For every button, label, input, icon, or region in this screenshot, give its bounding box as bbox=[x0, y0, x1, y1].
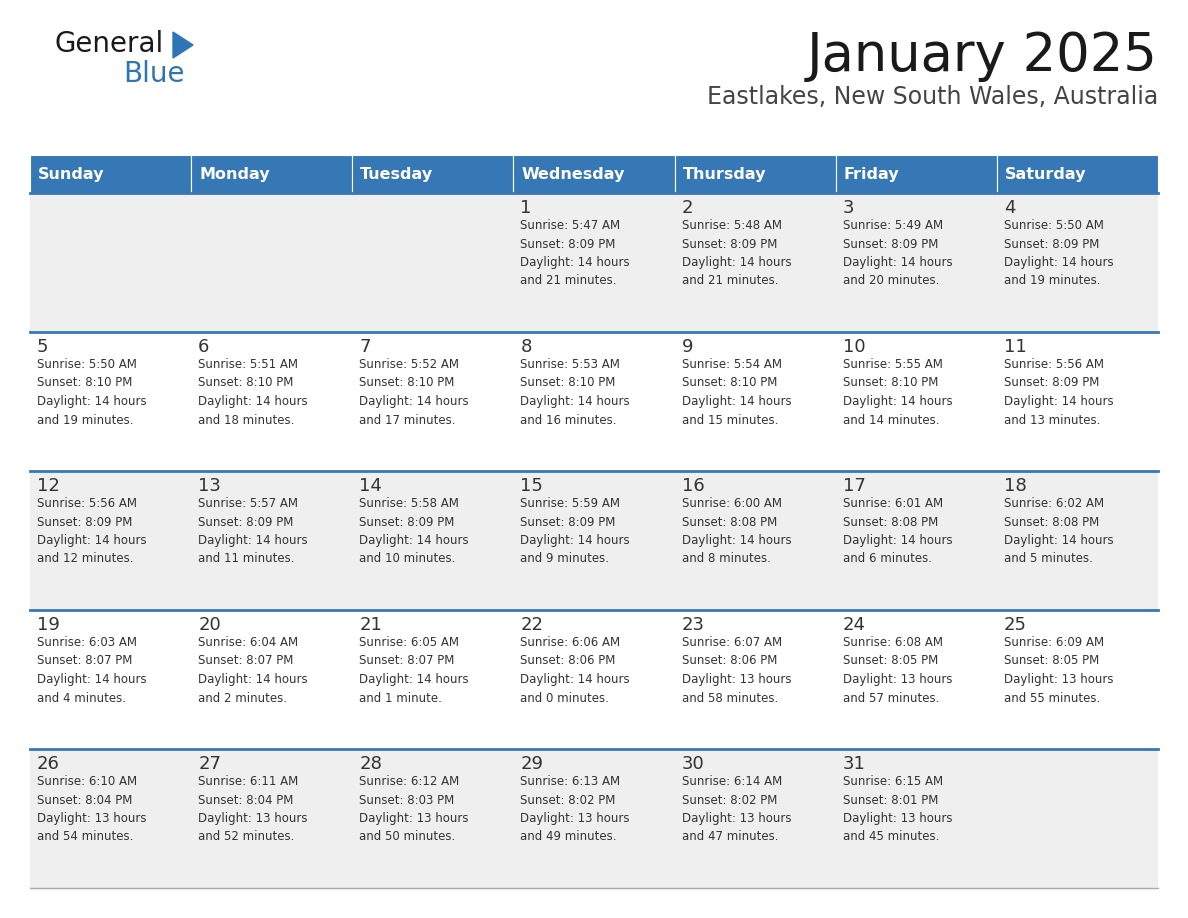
Text: 12: 12 bbox=[37, 477, 59, 495]
Text: 26: 26 bbox=[37, 755, 59, 773]
Text: 15: 15 bbox=[520, 477, 543, 495]
Text: Monday: Monday bbox=[200, 166, 270, 182]
Bar bbox=[191, 155, 353, 193]
Text: Sunrise: 6:01 AM
Sunset: 8:08 PM
Daylight: 14 hours
and 6 minutes.: Sunrise: 6:01 AM Sunset: 8:08 PM Dayligh… bbox=[842, 497, 953, 565]
Text: January 2025: January 2025 bbox=[807, 30, 1158, 82]
Text: Sunday: Sunday bbox=[38, 166, 105, 182]
Text: 4: 4 bbox=[1004, 199, 1016, 217]
Text: 6: 6 bbox=[198, 338, 209, 356]
Text: 7: 7 bbox=[359, 338, 371, 356]
Text: Sunrise: 5:54 AM
Sunset: 8:10 PM
Daylight: 14 hours
and 15 minutes.: Sunrise: 5:54 AM Sunset: 8:10 PM Dayligh… bbox=[682, 358, 791, 427]
Bar bbox=[30, 749, 1158, 888]
Text: 28: 28 bbox=[359, 755, 383, 773]
Text: Sunrise: 5:52 AM
Sunset: 8:10 PM
Daylight: 14 hours
and 17 minutes.: Sunrise: 5:52 AM Sunset: 8:10 PM Dayligh… bbox=[359, 358, 469, 427]
Text: Sunrise: 5:48 AM
Sunset: 8:09 PM
Daylight: 14 hours
and 21 minutes.: Sunrise: 5:48 AM Sunset: 8:09 PM Dayligh… bbox=[682, 219, 791, 287]
Text: Sunrise: 5:50 AM
Sunset: 8:10 PM
Daylight: 14 hours
and 19 minutes.: Sunrise: 5:50 AM Sunset: 8:10 PM Dayligh… bbox=[37, 358, 146, 427]
Text: Sunrise: 5:57 AM
Sunset: 8:09 PM
Daylight: 14 hours
and 11 minutes.: Sunrise: 5:57 AM Sunset: 8:09 PM Dayligh… bbox=[198, 497, 308, 565]
Text: Sunrise: 6:15 AM
Sunset: 8:01 PM
Daylight: 13 hours
and 45 minutes.: Sunrise: 6:15 AM Sunset: 8:01 PM Dayligh… bbox=[842, 775, 953, 844]
Text: Sunrise: 5:56 AM
Sunset: 8:09 PM
Daylight: 14 hours
and 13 minutes.: Sunrise: 5:56 AM Sunset: 8:09 PM Dayligh… bbox=[1004, 358, 1113, 427]
Polygon shape bbox=[173, 32, 192, 58]
Text: 23: 23 bbox=[682, 616, 704, 634]
Text: Sunrise: 5:59 AM
Sunset: 8:09 PM
Daylight: 14 hours
and 9 minutes.: Sunrise: 5:59 AM Sunset: 8:09 PM Dayligh… bbox=[520, 497, 630, 565]
Text: Sunrise: 6:00 AM
Sunset: 8:08 PM
Daylight: 14 hours
and 8 minutes.: Sunrise: 6:00 AM Sunset: 8:08 PM Dayligh… bbox=[682, 497, 791, 565]
Text: Friday: Friday bbox=[843, 166, 899, 182]
Bar bbox=[30, 155, 191, 193]
Text: Sunrise: 5:55 AM
Sunset: 8:10 PM
Daylight: 14 hours
and 14 minutes.: Sunrise: 5:55 AM Sunset: 8:10 PM Dayligh… bbox=[842, 358, 953, 427]
Bar bbox=[513, 155, 675, 193]
Text: General: General bbox=[55, 30, 164, 58]
Bar bbox=[353, 155, 513, 193]
Text: 2: 2 bbox=[682, 199, 693, 217]
Text: Blue: Blue bbox=[124, 60, 184, 88]
Text: 25: 25 bbox=[1004, 616, 1026, 634]
Text: Saturday: Saturday bbox=[1005, 166, 1086, 182]
Text: Sunrise: 6:04 AM
Sunset: 8:07 PM
Daylight: 14 hours
and 2 minutes.: Sunrise: 6:04 AM Sunset: 8:07 PM Dayligh… bbox=[198, 636, 308, 704]
Bar bbox=[997, 155, 1158, 193]
Text: Sunrise: 5:56 AM
Sunset: 8:09 PM
Daylight: 14 hours
and 12 minutes.: Sunrise: 5:56 AM Sunset: 8:09 PM Dayligh… bbox=[37, 497, 146, 565]
Text: 31: 31 bbox=[842, 755, 866, 773]
Text: 10: 10 bbox=[842, 338, 865, 356]
Bar bbox=[675, 155, 835, 193]
Text: Sunrise: 5:50 AM
Sunset: 8:09 PM
Daylight: 14 hours
and 19 minutes.: Sunrise: 5:50 AM Sunset: 8:09 PM Dayligh… bbox=[1004, 219, 1113, 287]
Text: 18: 18 bbox=[1004, 477, 1026, 495]
Text: Sunrise: 6:12 AM
Sunset: 8:03 PM
Daylight: 13 hours
and 50 minutes.: Sunrise: 6:12 AM Sunset: 8:03 PM Dayligh… bbox=[359, 775, 469, 844]
Text: 1: 1 bbox=[520, 199, 532, 217]
Text: Sunrise: 6:08 AM
Sunset: 8:05 PM
Daylight: 13 hours
and 57 minutes.: Sunrise: 6:08 AM Sunset: 8:05 PM Dayligh… bbox=[842, 636, 953, 704]
Text: Eastlakes, New South Wales, Australia: Eastlakes, New South Wales, Australia bbox=[707, 85, 1158, 109]
Text: 30: 30 bbox=[682, 755, 704, 773]
Text: 5: 5 bbox=[37, 338, 49, 356]
Text: Sunrise: 6:13 AM
Sunset: 8:02 PM
Daylight: 13 hours
and 49 minutes.: Sunrise: 6:13 AM Sunset: 8:02 PM Dayligh… bbox=[520, 775, 630, 844]
Text: Sunrise: 6:07 AM
Sunset: 8:06 PM
Daylight: 13 hours
and 58 minutes.: Sunrise: 6:07 AM Sunset: 8:06 PM Dayligh… bbox=[682, 636, 791, 704]
Text: Sunrise: 6:10 AM
Sunset: 8:04 PM
Daylight: 13 hours
and 54 minutes.: Sunrise: 6:10 AM Sunset: 8:04 PM Dayligh… bbox=[37, 775, 146, 844]
Text: 27: 27 bbox=[198, 755, 221, 773]
Text: 29: 29 bbox=[520, 755, 543, 773]
Bar bbox=[30, 193, 1158, 332]
Text: 22: 22 bbox=[520, 616, 543, 634]
Text: Sunrise: 6:09 AM
Sunset: 8:05 PM
Daylight: 13 hours
and 55 minutes.: Sunrise: 6:09 AM Sunset: 8:05 PM Dayligh… bbox=[1004, 636, 1113, 704]
Text: Sunrise: 5:53 AM
Sunset: 8:10 PM
Daylight: 14 hours
and 16 minutes.: Sunrise: 5:53 AM Sunset: 8:10 PM Dayligh… bbox=[520, 358, 630, 427]
Bar bbox=[30, 610, 1158, 749]
Text: 16: 16 bbox=[682, 477, 704, 495]
Bar bbox=[30, 332, 1158, 471]
Text: Sunrise: 5:49 AM
Sunset: 8:09 PM
Daylight: 14 hours
and 20 minutes.: Sunrise: 5:49 AM Sunset: 8:09 PM Dayligh… bbox=[842, 219, 953, 287]
Text: Sunrise: 6:03 AM
Sunset: 8:07 PM
Daylight: 14 hours
and 4 minutes.: Sunrise: 6:03 AM Sunset: 8:07 PM Dayligh… bbox=[37, 636, 146, 704]
Text: Sunrise: 6:05 AM
Sunset: 8:07 PM
Daylight: 14 hours
and 1 minute.: Sunrise: 6:05 AM Sunset: 8:07 PM Dayligh… bbox=[359, 636, 469, 704]
Text: 17: 17 bbox=[842, 477, 866, 495]
Bar bbox=[835, 155, 997, 193]
Text: Sunrise: 5:51 AM
Sunset: 8:10 PM
Daylight: 14 hours
and 18 minutes.: Sunrise: 5:51 AM Sunset: 8:10 PM Dayligh… bbox=[198, 358, 308, 427]
Text: Sunrise: 6:14 AM
Sunset: 8:02 PM
Daylight: 13 hours
and 47 minutes.: Sunrise: 6:14 AM Sunset: 8:02 PM Dayligh… bbox=[682, 775, 791, 844]
Text: 14: 14 bbox=[359, 477, 383, 495]
Text: 11: 11 bbox=[1004, 338, 1026, 356]
Text: Sunrise: 6:11 AM
Sunset: 8:04 PM
Daylight: 13 hours
and 52 minutes.: Sunrise: 6:11 AM Sunset: 8:04 PM Dayligh… bbox=[198, 775, 308, 844]
Text: Sunrise: 6:06 AM
Sunset: 8:06 PM
Daylight: 14 hours
and 0 minutes.: Sunrise: 6:06 AM Sunset: 8:06 PM Dayligh… bbox=[520, 636, 630, 704]
Text: 13: 13 bbox=[198, 477, 221, 495]
Text: 24: 24 bbox=[842, 616, 866, 634]
Text: 3: 3 bbox=[842, 199, 854, 217]
Text: Thursday: Thursday bbox=[683, 166, 766, 182]
Text: 20: 20 bbox=[198, 616, 221, 634]
Text: 8: 8 bbox=[520, 338, 532, 356]
Text: Sunrise: 6:02 AM
Sunset: 8:08 PM
Daylight: 14 hours
and 5 minutes.: Sunrise: 6:02 AM Sunset: 8:08 PM Dayligh… bbox=[1004, 497, 1113, 565]
Text: Tuesday: Tuesday bbox=[360, 166, 434, 182]
Text: Sunrise: 5:47 AM
Sunset: 8:09 PM
Daylight: 14 hours
and 21 minutes.: Sunrise: 5:47 AM Sunset: 8:09 PM Dayligh… bbox=[520, 219, 630, 287]
Text: Wednesday: Wednesday bbox=[522, 166, 625, 182]
Text: 19: 19 bbox=[37, 616, 59, 634]
Text: Sunrise: 5:58 AM
Sunset: 8:09 PM
Daylight: 14 hours
and 10 minutes.: Sunrise: 5:58 AM Sunset: 8:09 PM Dayligh… bbox=[359, 497, 469, 565]
Text: 9: 9 bbox=[682, 338, 693, 356]
Bar bbox=[30, 471, 1158, 610]
Text: 21: 21 bbox=[359, 616, 383, 634]
